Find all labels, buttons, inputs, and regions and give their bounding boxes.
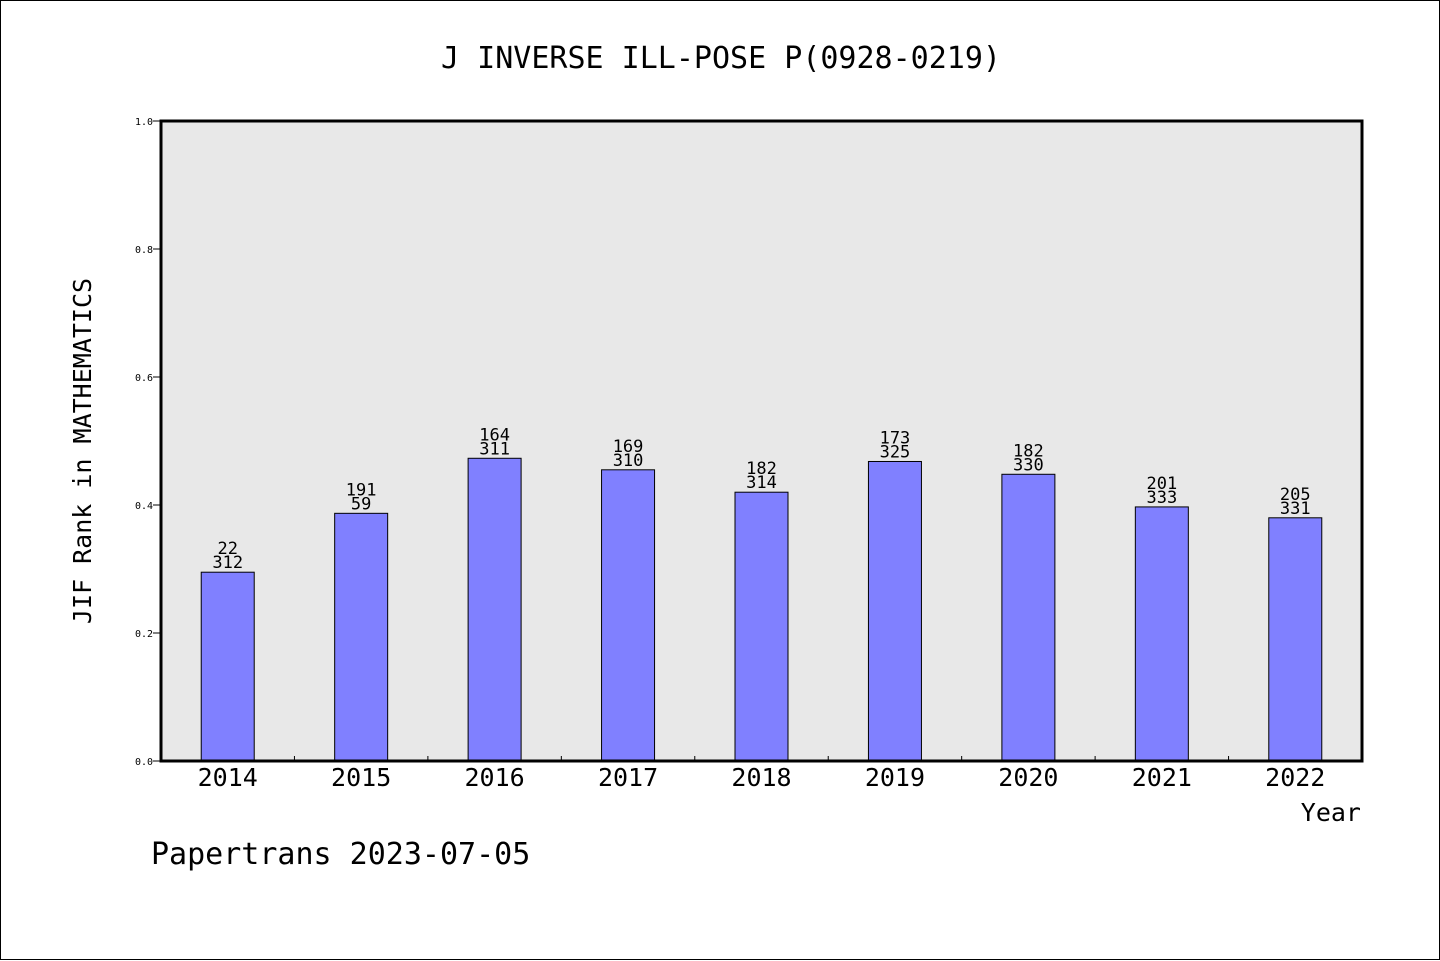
x-tick-label-2015: 2015 [331,763,391,792]
x-tick-label-2017: 2017 [598,763,658,792]
y-tick-label: 0.8 [135,245,153,256]
data-label-top-2017: 169 [613,437,644,457]
data-label-bottom-2021: 333 [1146,488,1177,508]
bar-2016 [467,457,522,762]
x-tick-label-2014: 2014 [198,763,258,792]
y-tick-label: 0.6 [135,373,153,384]
bar-2015 [334,512,389,762]
x-axis-label: Year [1301,798,1361,827]
bar-2017 [601,469,656,762]
plot-border [159,119,1364,763]
data-label-bottom-2015: 59 [351,494,371,514]
data-label-bottom-2018: 314 [746,473,777,493]
data-label-bottom-2017: 310 [613,451,644,471]
y-tick-label: 1.0 [135,117,153,128]
bar-2021 [1134,506,1189,762]
x-tick-label-2016: 2016 [465,763,525,792]
x-tick-label-2020: 2020 [998,763,1058,792]
bar-2022 [1268,517,1323,762]
data-label-bottom-2016: 311 [479,439,510,459]
data-label-top-2020: 182 [1013,441,1044,461]
data-label-top-2014: 22 [217,539,237,559]
bar-2020 [1001,473,1056,762]
y-tick-label: 0.0 [135,757,153,768]
x-tick-label-2018: 2018 [731,763,791,792]
data-label-bottom-2014: 312 [212,553,243,573]
y-axis-label: JIF Rank in MATHEMATICS [68,278,97,624]
x-tick-label-2022: 2022 [1265,763,1325,792]
footer-credit: Papertrans 2023-07-05 [151,837,530,872]
data-label-top-2016: 164 [479,425,510,445]
data-label-top-2018: 182 [746,459,777,479]
data-label-bottom-2020: 330 [1013,455,1044,475]
data-label-bottom-2022: 331 [1280,499,1311,519]
data-label-top-2015: 191 [346,480,377,500]
x-tick-label-2021: 2021 [1132,763,1192,792]
bar-2018 [734,491,789,762]
y-tick-label: 0.2 [135,629,153,640]
bar-2019 [867,460,922,762]
data-label-top-2019: 173 [880,428,911,448]
data-label-bottom-2019: 325 [880,442,911,462]
data-label-top-2021: 201 [1146,474,1177,494]
data-label-top-2022: 205 [1280,485,1311,505]
x-tick-label-2019: 2019 [865,763,925,792]
y-tick-label: 0.4 [135,501,153,512]
bar-2014 [200,571,255,762]
chart-title: J INVERSE ILL-POSE P(0928-0219) [441,41,1001,76]
